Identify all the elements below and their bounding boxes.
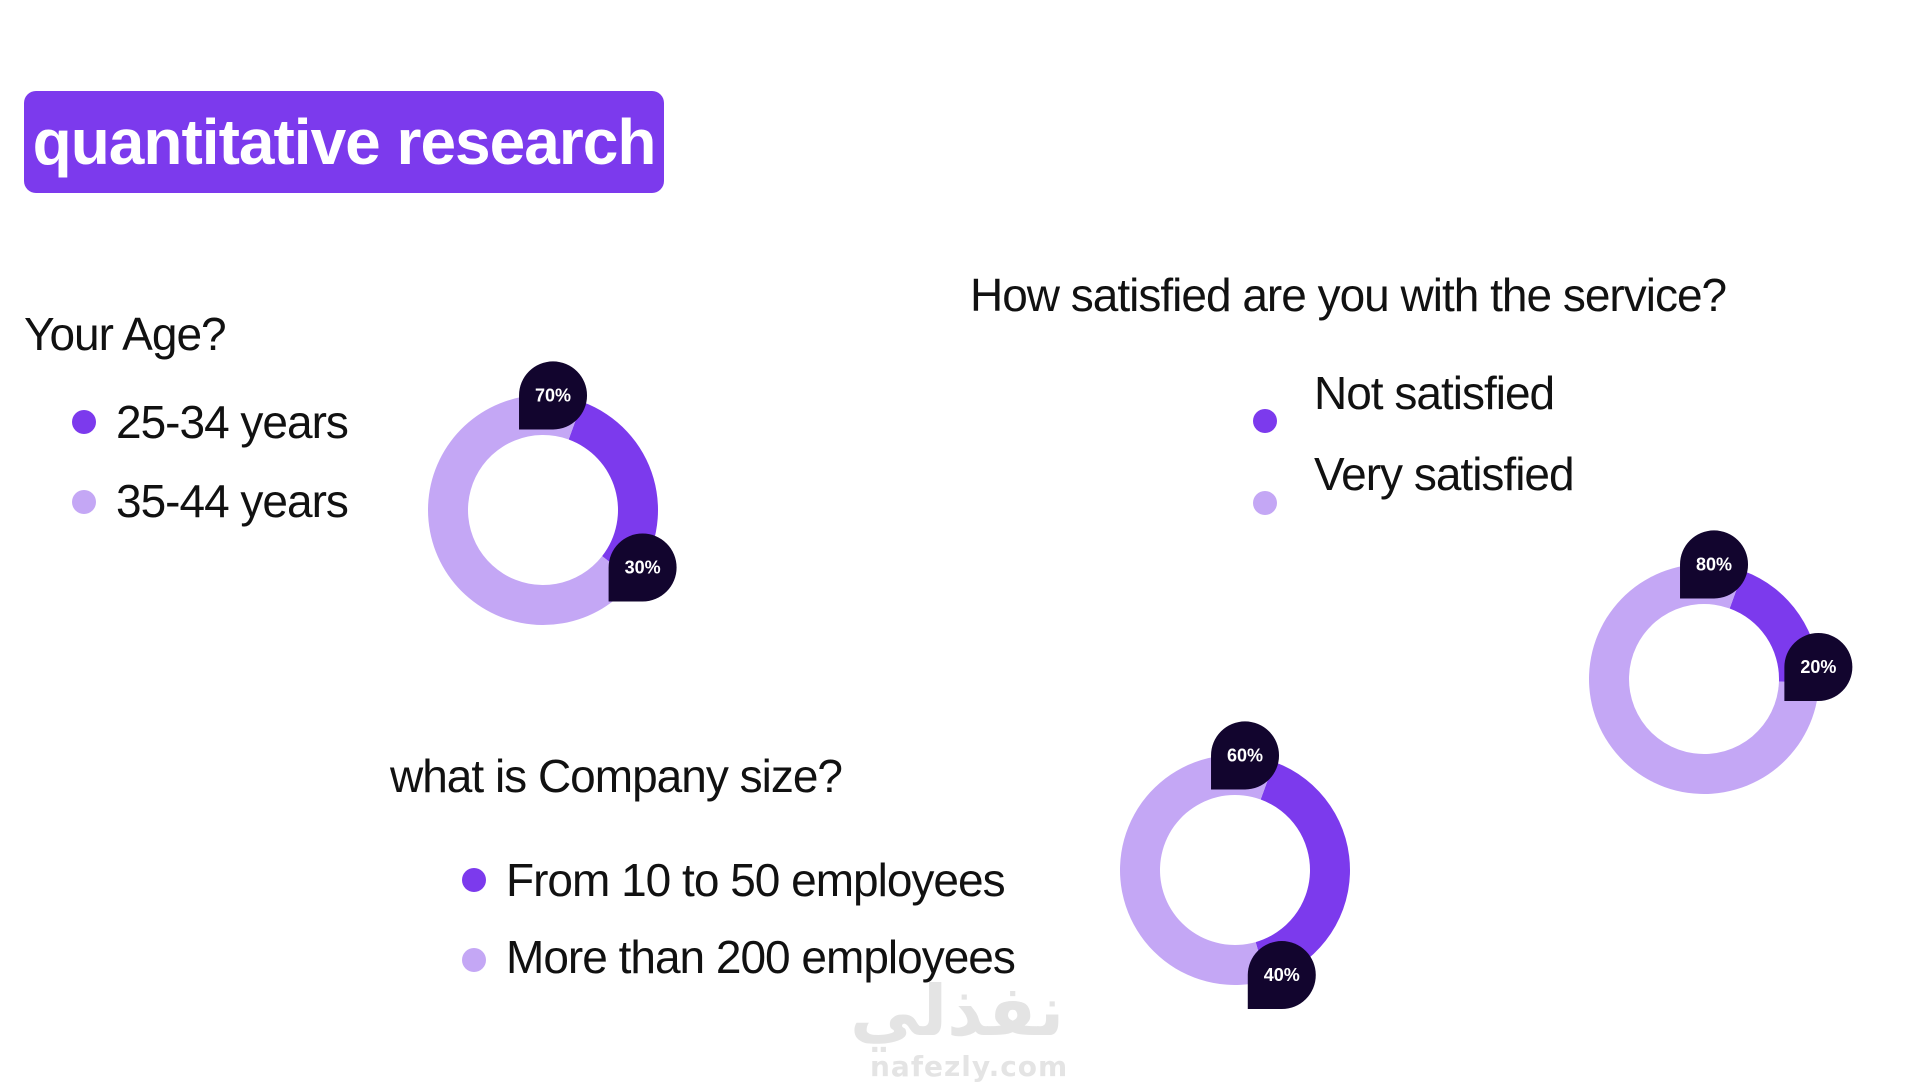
donut-slice-1 [1120, 755, 1275, 985]
value-badge-0: 20% [1784, 632, 1853, 701]
legend-25-34-years: 25-34 years [116, 396, 349, 448]
legend-dot-very-satisfied [1253, 491, 1277, 515]
legend-10-to-50-employees: From 10 to 50 employees [506, 854, 1006, 906]
value-label-1: 60% [1227, 745, 1263, 765]
watermark-logo-arabic: نفذلي [850, 970, 1065, 1052]
donut-slice-1 [428, 395, 634, 625]
value-badge-0: 30% [608, 533, 677, 602]
legend-35-44-years: 35-44 years [116, 475, 349, 527]
donut-slice-1 [1589, 564, 1819, 794]
legend-dot-10-50 [462, 868, 486, 892]
donut-slice-0 [1255, 761, 1350, 981]
value-badge-1: 60% [1211, 721, 1280, 790]
value-label-1: 70% [535, 385, 571, 405]
value-badge-1: 80% [1680, 530, 1749, 599]
satisfaction-donut-chart: 20% 80% [1589, 530, 1853, 794]
age-donut-chart: 30% 70% [428, 361, 677, 625]
legend-dot-200-plus [462, 948, 486, 972]
value-badge-0: 40% [1247, 941, 1316, 1010]
legend-not-satisfied: Not satisfied [1314, 367, 1555, 419]
legend-dot-35-44 [72, 490, 96, 514]
value-label-0: 30% [625, 558, 661, 578]
legend-more-than-200-employees: More than 200 employees [506, 931, 1016, 983]
age-question: Your Age? [24, 308, 227, 360]
value-label-0: 40% [1264, 965, 1300, 985]
satisfaction-question: How satisfied are you with the service? [970, 269, 1727, 321]
legend-dot-not-satisfied [1253, 409, 1277, 433]
title-banner: quantitative research [24, 91, 664, 193]
value-label-0: 20% [1800, 657, 1836, 677]
legend-dot-25-34 [72, 410, 96, 434]
value-badge-1: 70% [519, 361, 588, 430]
value-label-1: 80% [1696, 554, 1732, 574]
legend-very-satisfied: Very satisfied [1314, 448, 1575, 500]
company-size-donut-chart: 40% 60% [1120, 721, 1350, 1010]
watermark-url: nafezly.com [870, 1050, 1069, 1083]
page-title: quantitative research [32, 106, 657, 178]
company-size-question: what is Company size? [390, 750, 843, 802]
